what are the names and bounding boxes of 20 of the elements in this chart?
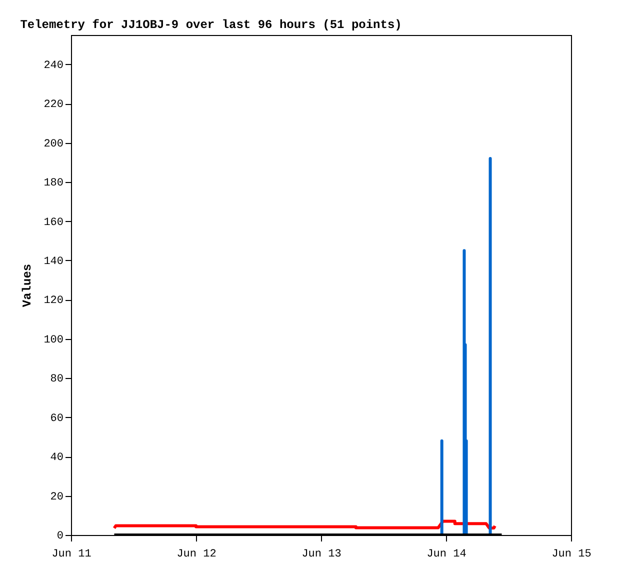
y-tick-label: 20: [50, 491, 64, 504]
y-tick-label: 160: [44, 216, 64, 229]
x-tick-label: Jun 15: [552, 548, 592, 560]
y-tick-label: 220: [44, 99, 64, 112]
y-tick-label: 200: [44, 138, 64, 150]
y-tick-label: 140: [44, 256, 64, 268]
y-tick-label: 80: [50, 374, 64, 386]
y-tick-label: 0: [56, 530, 64, 542]
y-tick-label: 120: [44, 295, 64, 308]
x-tick-label: Jun 11: [52, 548, 92, 560]
y-tick-label: 100: [44, 334, 64, 346]
y-tick-label: 180: [44, 178, 64, 190]
y-tick-label: 60: [50, 412, 64, 425]
x-tick-label: Jun 14: [426, 548, 467, 560]
x-tick-label: Jun 12: [176, 548, 216, 560]
x-tick-label: Jun 13: [302, 548, 342, 560]
y-tick-label: 40: [50, 452, 64, 464]
y-tick-label: 240: [44, 60, 64, 72]
chart-title: Telemetry for JJ1OBJ-9 over last 96 hours (51 points): [20, 18, 402, 32]
y-axis-title: Values: [20, 264, 35, 308]
